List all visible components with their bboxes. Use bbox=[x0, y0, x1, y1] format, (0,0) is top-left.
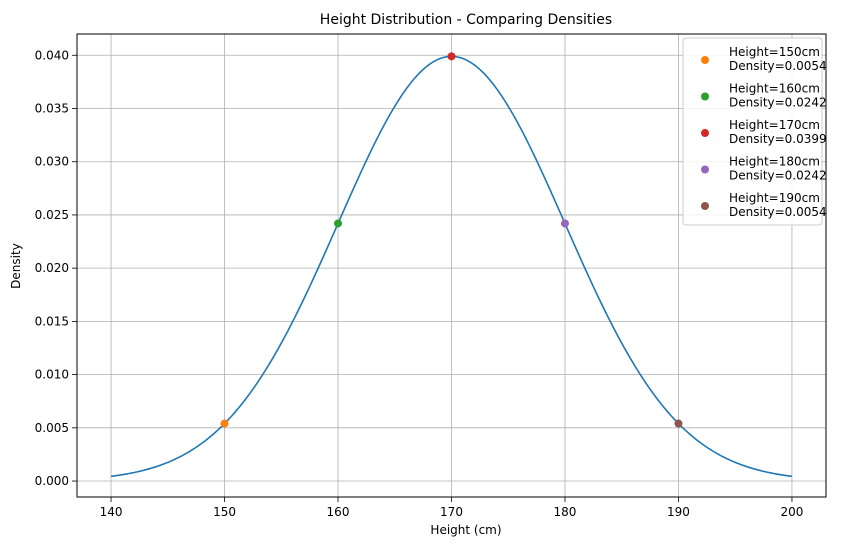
legend: Height=150cmDensity=0.0054Height=160cmDe… bbox=[682, 37, 827, 226]
x-axis-label: Height (cm) bbox=[430, 523, 501, 537]
y-tick-label: 0.010 bbox=[35, 368, 69, 382]
y-tick-label: 0.030 bbox=[35, 155, 69, 169]
points-layer bbox=[220, 52, 683, 428]
legend-entry-density: Density=0.0054 bbox=[729, 205, 827, 219]
x-tick-label: 140 bbox=[100, 505, 123, 519]
legend-entry-height: Height=190cm bbox=[729, 191, 820, 205]
legend-entry-height: Height=150cm bbox=[729, 45, 820, 59]
y-tick-label: 0.040 bbox=[35, 48, 69, 62]
legend-marker bbox=[701, 129, 709, 137]
y-tick-label: 0.020 bbox=[35, 261, 69, 275]
data-point-180 bbox=[560, 219, 569, 228]
legend-entry-height: Height=180cm bbox=[729, 155, 820, 169]
x-tick-label: 200 bbox=[781, 505, 804, 519]
data-point-150 bbox=[220, 419, 229, 428]
legend-entry-density: Density=0.0054 bbox=[729, 59, 827, 73]
chart-title: Height Distribution - Comparing Densitie… bbox=[320, 12, 612, 28]
y-axis: 0.000 0.005 0.010 0.015 0.020 0.025 0.030 0.035… bbox=[35, 48, 77, 488]
legend-entry-height: Height=160cm bbox=[729, 82, 820, 96]
x-tick-label: 180 bbox=[554, 505, 577, 519]
x-tick-label: 160 bbox=[327, 505, 350, 519]
legend-box bbox=[682, 37, 823, 226]
legend-entry-density: Density=0.0399 bbox=[729, 132, 827, 146]
x-tick-label: 190 bbox=[667, 505, 690, 519]
legend-marker bbox=[701, 92, 709, 101]
legend-marker bbox=[701, 165, 709, 174]
y-tick-label: 0.000 bbox=[35, 474, 69, 488]
y-axis-label: Density bbox=[9, 243, 23, 289]
y-tick-label: 0.005 bbox=[35, 421, 69, 435]
x-tick-label: 170 bbox=[440, 505, 463, 519]
legend-entry-density: Density=0.0242 bbox=[729, 169, 827, 183]
y-tick-label: 0.015 bbox=[35, 314, 69, 328]
y-tick-label: 0.035 bbox=[35, 102, 69, 116]
legend-marker bbox=[701, 202, 709, 210]
data-point-160 bbox=[334, 219, 343, 228]
x-axis: 140 150 160 170 180 190 200 bbox=[100, 497, 804, 519]
grid bbox=[77, 34, 826, 497]
legend-marker bbox=[701, 56, 709, 64]
legend-entry-height: Height=170cm bbox=[729, 118, 820, 132]
x-tick-label: 150 bbox=[213, 505, 236, 519]
data-point-170 bbox=[447, 52, 456, 61]
y-tick-label: 0.025 bbox=[35, 208, 69, 222]
legend-entry-density: Density=0.0242 bbox=[729, 96, 827, 110]
data-point-190 bbox=[674, 419, 683, 428]
